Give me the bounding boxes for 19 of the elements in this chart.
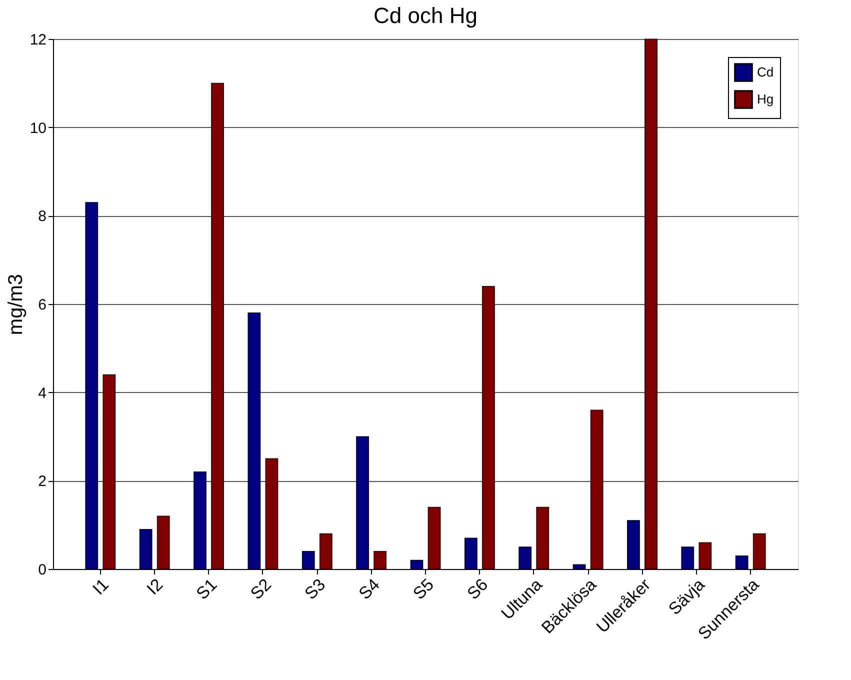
y-tick-label: 6	[38, 296, 46, 314]
y-tick-label: 2	[38, 473, 46, 490]
y-tick-label: 4	[38, 384, 46, 402]
y-tick-label: 8	[38, 208, 46, 226]
x-tick-label: S1	[192, 575, 221, 604]
x-tick-label: S5	[409, 575, 438, 604]
y-tick-label: 0	[38, 562, 46, 578]
x-tick-label: I1	[88, 575, 112, 599]
x-tick-label: S6	[464, 575, 492, 604]
x-tick-label: I2	[143, 575, 167, 599]
legend-label: Cd	[757, 64, 774, 80]
y-tick-label: 10	[30, 120, 46, 137]
legend-label: Hg	[757, 92, 774, 106]
y-tick-label: 12	[30, 32, 46, 48]
x-tick-label: S4	[355, 575, 384, 604]
chart-title: Cd och Hg	[374, 3, 478, 28]
x-tick-label: S2	[246, 575, 275, 604]
x-tick-label: S3	[301, 575, 330, 604]
y-axis-title: mg/m3	[4, 274, 27, 336]
